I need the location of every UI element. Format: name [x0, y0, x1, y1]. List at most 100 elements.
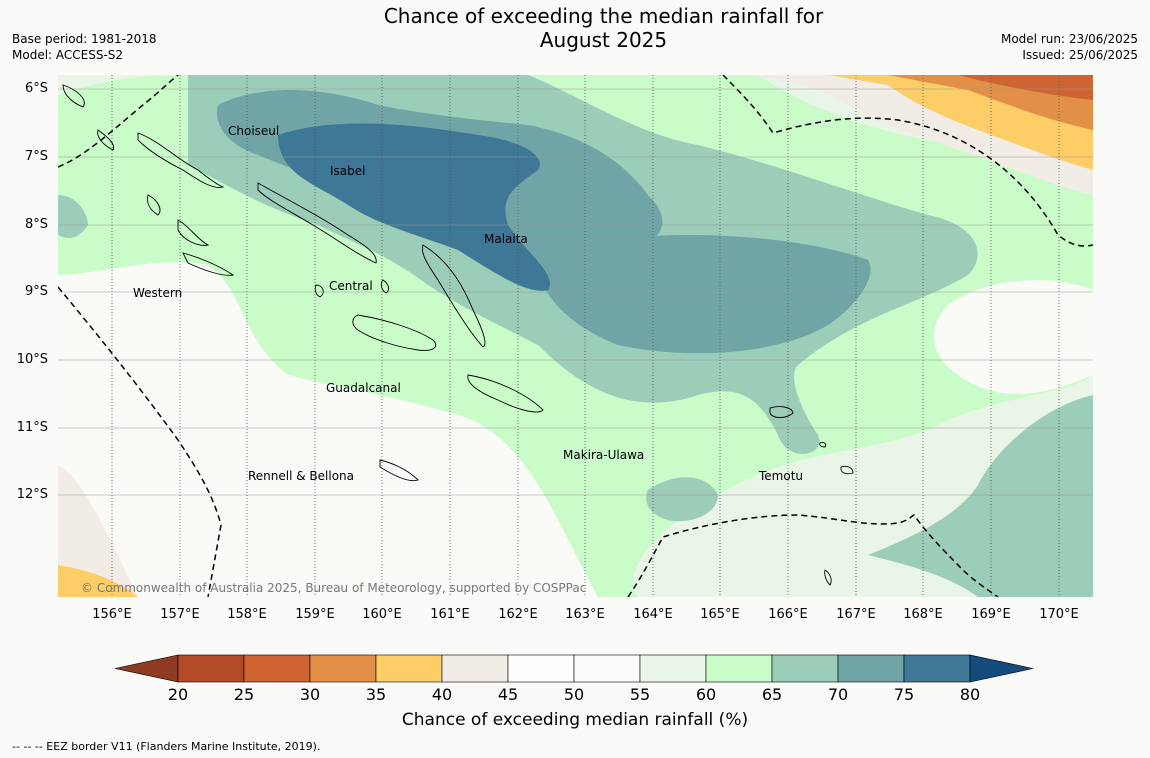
band-65-70-southeast [868, 395, 1093, 597]
lon-label-160e: 160°E [362, 607, 402, 622]
colorbar-title: Chance of exceeding median rainfall (%) [401, 710, 749, 730]
small-island-west [147, 194, 161, 216]
colorbar-extend-low [114, 654, 179, 683]
lat-label-12s: 12°S [16, 487, 48, 502]
latitude-gridlines [58, 88, 1093, 496]
base-period: Base period: 1981-2018 [12, 32, 157, 46]
region-label-isabel: Isabel [330, 164, 365, 178]
colorbar-segment [903, 654, 971, 683]
title-line-1: Chance of exceeding the median rainfall … [383, 4, 824, 28]
region-label-temotu: Temotu [758, 469, 803, 483]
region-label-rennell: Rennell & Bellona [248, 469, 354, 483]
region-label-western: Western [133, 286, 182, 300]
copyright-text: © Commonwealth of Australia 2025, Bureau… [81, 581, 586, 595]
rennell-island [379, 459, 419, 482]
colorbar-extend-high [969, 654, 1034, 683]
eez-border-northeast [722, 75, 1093, 247]
rainfall-map: Choiseul Isabel Malaita Central Western … [58, 75, 1093, 597]
lon-label-170e: 170°E [1039, 607, 1079, 622]
colorbar-segment [375, 654, 443, 683]
region-label-malaita: Malaita [484, 232, 528, 246]
colorbar-segment [639, 654, 707, 683]
eez-border-northwest [58, 75, 179, 168]
south-islet [824, 569, 832, 586]
makira-island [467, 374, 544, 413]
malaita-island [421, 244, 486, 348]
colorbar-tick-label: 45 [497, 685, 519, 704]
lon-label-169e: 169°E [971, 607, 1011, 622]
lon-label-164e: 164°E [633, 607, 673, 622]
lat-label-11s: 11°S [16, 420, 48, 435]
colorbar-segment [309, 654, 377, 683]
lon-label-168e: 168°E [903, 607, 943, 622]
lon-label-156e: 156°E [92, 607, 132, 622]
bougainville-area [62, 84, 115, 151]
eez-border-west [58, 286, 222, 597]
temotu-islands [769, 406, 854, 475]
longitude-gridlines [111, 75, 1060, 597]
choiseul-island [137, 132, 225, 188]
colorbar-segment [837, 654, 905, 683]
colorbar-segment [573, 654, 641, 683]
colorbar-tick-label: 55 [629, 685, 651, 704]
model-name: Model: ACCESS-S2 [12, 48, 124, 62]
lon-label-158e: 158°E [227, 607, 267, 622]
colorbar-segment [243, 654, 311, 683]
island-outlines [62, 84, 854, 586]
band-65-70-south-blob [646, 477, 718, 522]
band-50-55-east [934, 280, 1093, 394]
model-run: Model run: 23/06/2025 [1000, 32, 1138, 46]
colorbar-tick-label: 30 [299, 685, 321, 704]
guadalcanal-island [352, 314, 437, 351]
lon-label-166e: 166°E [768, 607, 808, 622]
band-75-80 [278, 123, 550, 291]
colorbar-tick-label: 65 [761, 685, 783, 704]
region-label-makira: Makira-Ulawa [563, 448, 644, 462]
colorbar-tick-label: 35 [365, 685, 387, 704]
colorbar-tick-label: 60 [695, 685, 717, 704]
colorbar-segment [705, 654, 773, 683]
colorbar-tick-label: 25 [233, 685, 255, 704]
colorbar-segment [441, 654, 509, 683]
colorbar-tick-label: 40 [431, 685, 453, 704]
colorbar-segment [507, 654, 575, 683]
lon-label-157e: 157°E [160, 607, 200, 622]
lat-label-6s: 6°S [24, 81, 48, 96]
lon-label-167e: 167°E [836, 607, 876, 622]
colorbar-tick-label: 80 [959, 685, 981, 704]
eez-legend: -- -- -- EEZ border V11 (Flanders Marine… [12, 740, 321, 753]
colorbar-tick-label: 50 [563, 685, 585, 704]
band-65-70-west [58, 195, 88, 238]
isabel-island [257, 182, 377, 264]
lon-label-162e: 162°E [498, 607, 538, 622]
colorbar [114, 654, 1034, 683]
region-label-central: Central [329, 279, 373, 293]
region-label-guadalcanal: Guadalcanal [326, 381, 401, 395]
colorbar-segment [771, 654, 839, 683]
central-islands [314, 279, 390, 298]
colorbar-segment [177, 654, 245, 683]
lat-label-9s: 9°S [24, 284, 48, 299]
meta-left: Base period: 1981-2018 Model: ACCESS-S2 [12, 31, 157, 63]
band-40-45-southwest [58, 465, 138, 597]
band-70-75-east [528, 235, 871, 354]
lat-label-7s: 7°S [24, 149, 48, 164]
meta-right: Model run: 23/06/2025 Issued: 25/06/2025 [1001, 31, 1138, 63]
title-line-2: August 2025 [539, 28, 668, 52]
colorbar-tick-label: 20 [167, 685, 189, 704]
lat-label-8s: 8°S [24, 217, 48, 232]
new-georgia-islands [177, 219, 235, 276]
eez-borders [58, 75, 1093, 597]
lon-label-159e: 159°E [295, 607, 335, 622]
issued-date: Issued: 25/06/2025 [1022, 48, 1138, 62]
band-35-40-southwest [58, 565, 138, 597]
colorbar-tick-label: 70 [827, 685, 849, 704]
eez-border-south [627, 514, 999, 597]
lon-label-163e: 163°E [565, 607, 605, 622]
region-label-choiseul: Choiseul [228, 124, 279, 138]
colorbar-tick-label: 75 [893, 685, 915, 704]
map-title: Chance of exceeding the median rainfall … [0, 4, 1150, 52]
lon-label-161e: 161°E [430, 607, 470, 622]
lat-label-10s: 10°S [16, 352, 48, 367]
lon-label-165e: 165°E [700, 607, 740, 622]
